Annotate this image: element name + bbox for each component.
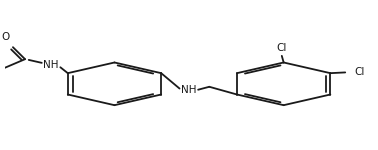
Text: NH: NH <box>181 85 197 95</box>
Text: Cl: Cl <box>355 67 365 77</box>
Text: Cl: Cl <box>277 43 287 53</box>
Text: O: O <box>2 32 10 42</box>
Text: NH: NH <box>43 60 59 70</box>
